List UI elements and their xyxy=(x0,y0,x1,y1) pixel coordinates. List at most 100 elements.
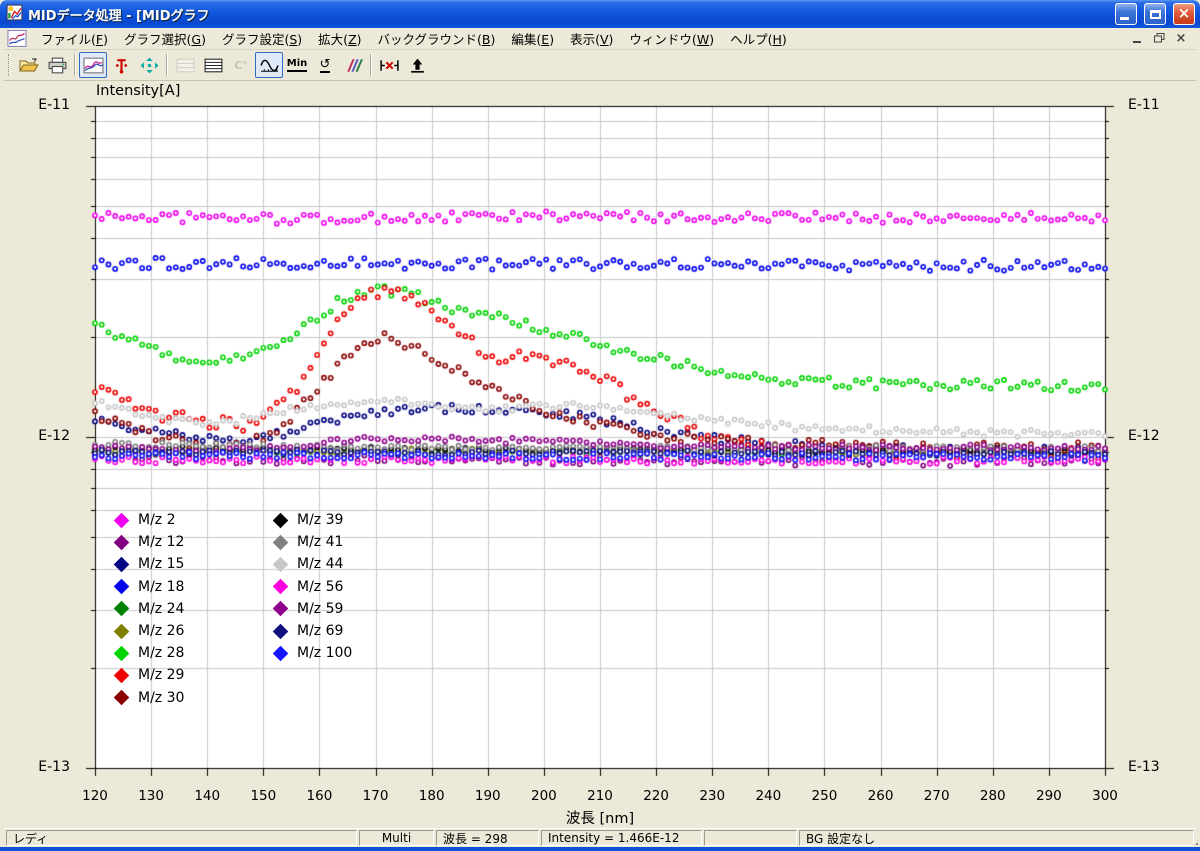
status-ready: レディ xyxy=(6,830,357,846)
menu-s[interactable]: グラフ設定(S) xyxy=(214,30,310,50)
legend-item-mz-100: M/z 100 xyxy=(271,642,352,664)
legend-marker-mz-26 xyxy=(114,623,130,639)
status-bar: レディ Multi 波長 = 298 Intensity = 1.466E-12… xyxy=(4,828,1196,847)
x-tick-label-120: 120 xyxy=(73,788,117,804)
legend-column-1: M/z 2 M/z 12 M/z 15 M/z 18 M/z 24 M/z 26 M/z 2… xyxy=(112,509,184,709)
close-button[interactable]: × xyxy=(1173,3,1195,25)
toolbar-drag-handle[interactable] xyxy=(8,54,11,76)
toolbar-fit-view-button[interactable] xyxy=(135,52,163,78)
menu-g[interactable]: グラフ選択(G) xyxy=(116,30,214,50)
y-axis-title: Intensity[A] xyxy=(96,83,180,99)
x-tick-label-230: 230 xyxy=(690,788,734,804)
legend-item-mz-59: M/z 59 xyxy=(271,598,352,620)
x-tick-label-220: 220 xyxy=(634,788,678,804)
child-window-icon[interactable] xyxy=(7,30,29,48)
legend-item-mz-30: M/z 30 xyxy=(112,687,184,709)
menu-items: ファイル(F)グラフ選択(G)グラフ設定(S)拡大(Z)バックグラウンド(B)編… xyxy=(33,29,795,48)
status-background: BG 設定なし xyxy=(799,830,1194,846)
x-tick-label-270: 270 xyxy=(915,788,959,804)
minimize-button[interactable] xyxy=(1115,3,1137,25)
menu-e[interactable]: 編集(E) xyxy=(503,30,562,50)
y-tick-label-E-11-left: E-11 xyxy=(18,97,70,113)
legend-label-mz-12: M/z 12 xyxy=(138,534,184,550)
legend-marker-mz-29 xyxy=(114,668,130,684)
legend-label-mz-41: M/z 41 xyxy=(297,534,343,550)
child-minimize-button[interactable] xyxy=(1128,30,1146,46)
legend-item-mz-29: M/z 29 xyxy=(112,664,184,686)
menu-z[interactable]: 拡大(Z) xyxy=(310,30,369,50)
y-tick-label-E-13-right: E-13 xyxy=(1128,759,1180,775)
legend-label-mz-100: M/z 100 xyxy=(297,645,352,661)
window-border-bottom xyxy=(0,847,1200,851)
x-tick-label-170: 170 xyxy=(354,788,398,804)
menu-w[interactable]: ウィンドウ(W) xyxy=(621,30,722,50)
legend-marker-mz-69 xyxy=(273,623,289,639)
x-tick-label-140: 140 xyxy=(185,788,229,804)
legend-column-2: M/z 39M/z 41M/z 44M/z 56M/z 59M/z 69M/z … xyxy=(271,509,352,664)
toolbar-grid-style-a-button xyxy=(171,52,199,78)
x-tick-label-190: 190 xyxy=(466,788,510,804)
plot-canvas[interactable] xyxy=(0,81,1200,828)
toolbar-grid-style-b-button[interactable] xyxy=(199,52,227,78)
x-tick-label-240: 240 xyxy=(746,788,790,804)
title-bar[interactable]: MIDデータ処理 - [MIDグラフ × xyxy=(0,0,1200,28)
toolbar-min-scale-button[interactable]: Min xyxy=(283,52,311,78)
legend-item-mz-28: M/z 28 xyxy=(112,642,184,664)
menu-b[interactable]: バックグラウンド(B) xyxy=(370,30,504,50)
app-icon xyxy=(6,4,23,25)
y-tick-label-E-12-left: E-12 xyxy=(18,428,70,444)
legend-marker-mz-44 xyxy=(273,557,289,573)
legend-marker-mz-59 xyxy=(273,601,289,617)
toolbar-separator xyxy=(370,54,372,76)
legend-item-mz-24: M/z 24 xyxy=(112,598,184,620)
toolbar-reset-scale-button[interactable]: ↺ xyxy=(311,52,339,78)
menu-f[interactable]: ファイル(F) xyxy=(33,30,116,50)
toolbar-print-button[interactable] xyxy=(43,52,71,78)
toolbar-open-file-button[interactable] xyxy=(15,52,43,78)
toolbar-delete-range-button[interactable] xyxy=(375,52,403,78)
x-tick-label-300: 300 xyxy=(1083,788,1127,804)
legend-marker-mz-12 xyxy=(114,535,130,551)
x-tick-label-200: 200 xyxy=(522,788,566,804)
x-tick-label-250: 250 xyxy=(802,788,846,804)
legend-label-mz-28: M/z 28 xyxy=(138,645,184,661)
legend-item-mz-39: M/z 39 xyxy=(271,509,352,531)
legend-label-mz-29: M/z 29 xyxy=(138,667,184,683)
legend-item-mz-56: M/z 56 xyxy=(271,576,352,598)
legend-label-mz-18: M/z 18 xyxy=(138,579,184,595)
chart-area: Intensity[A] 波長 [nm] E-11E-11E-12E-12E-1… xyxy=(0,81,1200,828)
x-tick-label-290: 290 xyxy=(1027,788,1071,804)
maximize-button[interactable] xyxy=(1144,3,1166,25)
toolbar-separator xyxy=(74,54,76,76)
x-tick-label-150: 150 xyxy=(241,788,285,804)
legend-label-mz-24: M/z 24 xyxy=(138,601,184,617)
legend-item-mz-12: M/z 12 xyxy=(112,531,184,553)
legend-marker-mz-41 xyxy=(273,535,289,551)
toolbar-graph-display-button[interactable] xyxy=(79,52,107,78)
menu-v[interactable]: 表示(V) xyxy=(562,30,621,50)
legend-label-mz-2: M/z 2 xyxy=(138,512,176,528)
child-restore-button[interactable] xyxy=(1150,30,1168,46)
toolbar-marker-probe-button[interactable] xyxy=(107,52,135,78)
child-close-button[interactable]: × xyxy=(1172,30,1190,46)
legend-item-mz-15: M/z 15 xyxy=(112,553,184,575)
legend-item-mz-26: M/z 26 xyxy=(112,620,184,642)
x-tick-label-260: 260 xyxy=(859,788,903,804)
legend-marker-mz-28 xyxy=(114,645,130,661)
legend-label-mz-30: M/z 30 xyxy=(138,690,184,706)
legend-label-mz-26: M/z 26 xyxy=(138,623,184,639)
y-tick-label-E-11-right: E-11 xyxy=(1128,97,1180,113)
toolbar-waveform-mode-button[interactable] xyxy=(255,52,283,78)
menu-h[interactable]: ヘルプ(H) xyxy=(722,30,795,50)
legend-item-mz-2: M/z 2 xyxy=(112,509,184,531)
legend-label-mz-15: M/z 15 xyxy=(138,556,184,572)
legend-label-mz-39: M/z 39 xyxy=(297,512,343,528)
menu-bar: ファイル(F)グラフ選択(G)グラフ設定(S)拡大(Z)バックグラウンド(B)編… xyxy=(4,28,1196,50)
legend-label-mz-44: M/z 44 xyxy=(297,556,343,572)
toolbar-export-top-button[interactable] xyxy=(403,52,431,78)
legend-item-mz-41: M/z 41 xyxy=(271,531,352,553)
x-tick-label-280: 280 xyxy=(971,788,1015,804)
toolbar-background-colors-button[interactable] xyxy=(339,52,367,78)
window-title: MIDデータ処理 - [MIDグラフ xyxy=(28,5,1108,24)
y-tick-label-E-12-right: E-12 xyxy=(1128,428,1180,444)
